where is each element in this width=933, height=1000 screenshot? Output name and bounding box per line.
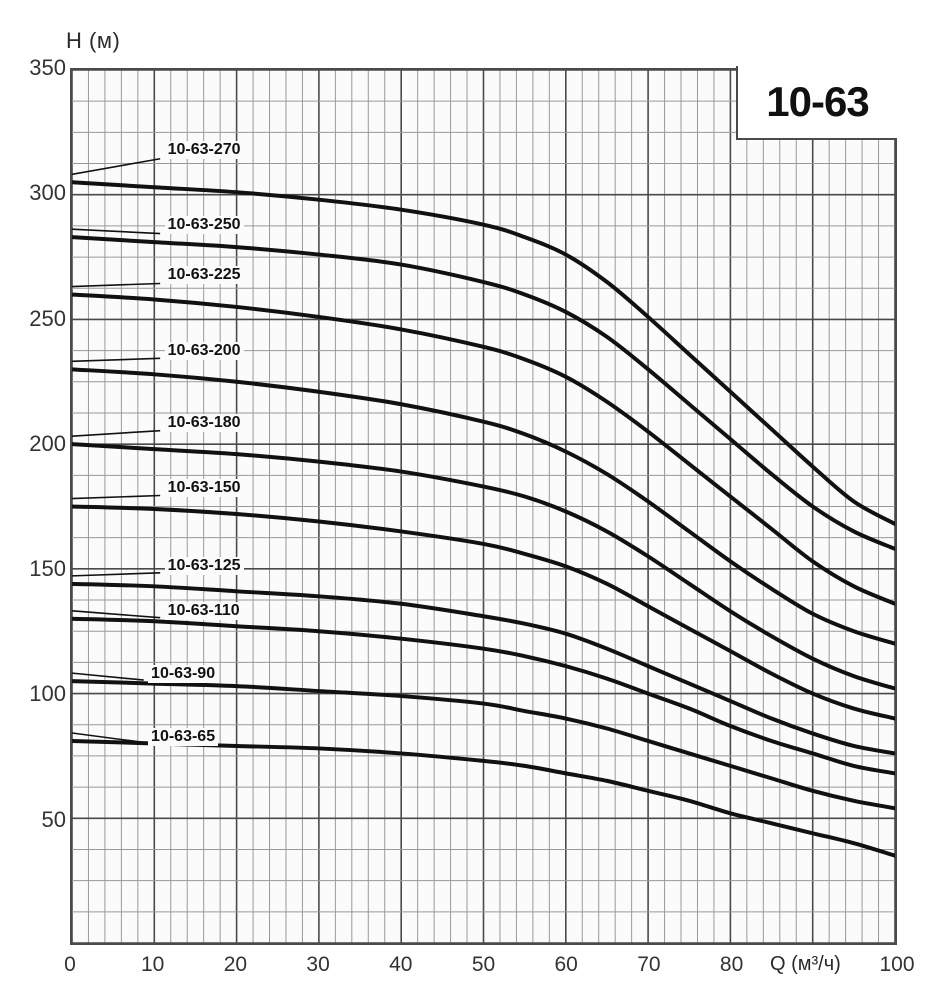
leader-10-63-180 (72, 429, 161, 437)
curve-10-63-65 (72, 738, 895, 858)
x-tick-10: 10 (141, 953, 165, 976)
y-axis-tick-labels: 350 300 250 200 150 100 50 (0, 0, 66, 1000)
leader-10-63-270 (72, 157, 161, 176)
curve-label-10-63-125: 10-63-125 (164, 557, 244, 576)
curve-10-63-250 (72, 235, 895, 551)
curve-label-10-63-250: 10-63-250 (164, 216, 244, 235)
y-tick-300: 300 (29, 180, 66, 206)
y-tick-250: 250 (29, 305, 66, 331)
x-tick-20: 20 (223, 953, 248, 976)
curve-10-63-125 (72, 581, 895, 756)
curve-10-63-200 (72, 367, 895, 646)
curve-label-10-63-110: 10-63-110 (164, 602, 243, 621)
leader-10-63-225 (72, 282, 161, 288)
x-tick-80: 80 (719, 953, 744, 976)
y-tick-100: 100 (29, 681, 66, 707)
y-tick-200: 200 (29, 430, 66, 456)
x-axis-title: Q (м³/ч) (770, 953, 841, 975)
curve-10-63-90 (72, 679, 895, 811)
curve-label-10-63-270: 10-63-270 (164, 141, 244, 160)
curve-10-63-225 (72, 292, 895, 606)
y-tick-50: 50 (41, 806, 66, 832)
y-axis-title: H (м) (66, 28, 121, 53)
x-tick-70: 70 (637, 953, 661, 976)
x-axis-tick-labels: 0 10 20 30 40 50 60 70 80 100 (0, 953, 933, 993)
x-tick-0: 0 (64, 953, 76, 976)
leader-10-63-110 (72, 609, 161, 619)
leader-10-63-65 (72, 732, 144, 744)
leader-10-63-90 (72, 672, 144, 681)
x-tick-100: 100 (879, 953, 915, 976)
leader-10-63-200 (72, 357, 161, 363)
x-tick-30: 30 (306, 953, 330, 976)
y-tick-350: 350 (29, 55, 66, 80)
x-tick-60: 60 (554, 953, 578, 976)
model-title-label: 10-63 (766, 78, 869, 125)
curve-label-10-63-150: 10-63-150 (164, 479, 244, 498)
curve-10-63-180 (72, 442, 895, 691)
curve-10-63-270 (72, 180, 895, 526)
curve-series-group (72, 157, 895, 858)
model-title-badge: 10-63 (736, 66, 897, 140)
x-tick-40: 40 (389, 953, 413, 976)
leader-10-63-150 (72, 494, 161, 500)
curve-label-10-63-200: 10-63-200 (164, 341, 244, 360)
y-tick-150: 150 (29, 556, 66, 582)
curve-10-63-110 (72, 616, 895, 776)
curve-label-10-63-225: 10-63-225 (164, 266, 244, 285)
x-tick-50: 50 (471, 953, 496, 976)
curve-label-10-63-180: 10-63-180 (164, 414, 244, 433)
curve-label-10-63-90: 10-63-90 (148, 664, 219, 683)
curve-10-63-150 (72, 504, 895, 721)
leader-10-63-125 (72, 572, 161, 577)
leader-10-63-250 (72, 228, 161, 235)
curve-label-10-63-65: 10-63-65 (148, 727, 219, 746)
plot-area: 10-63-270 10-63-250 10-63-225 10-63-200 10-6… (70, 68, 897, 945)
